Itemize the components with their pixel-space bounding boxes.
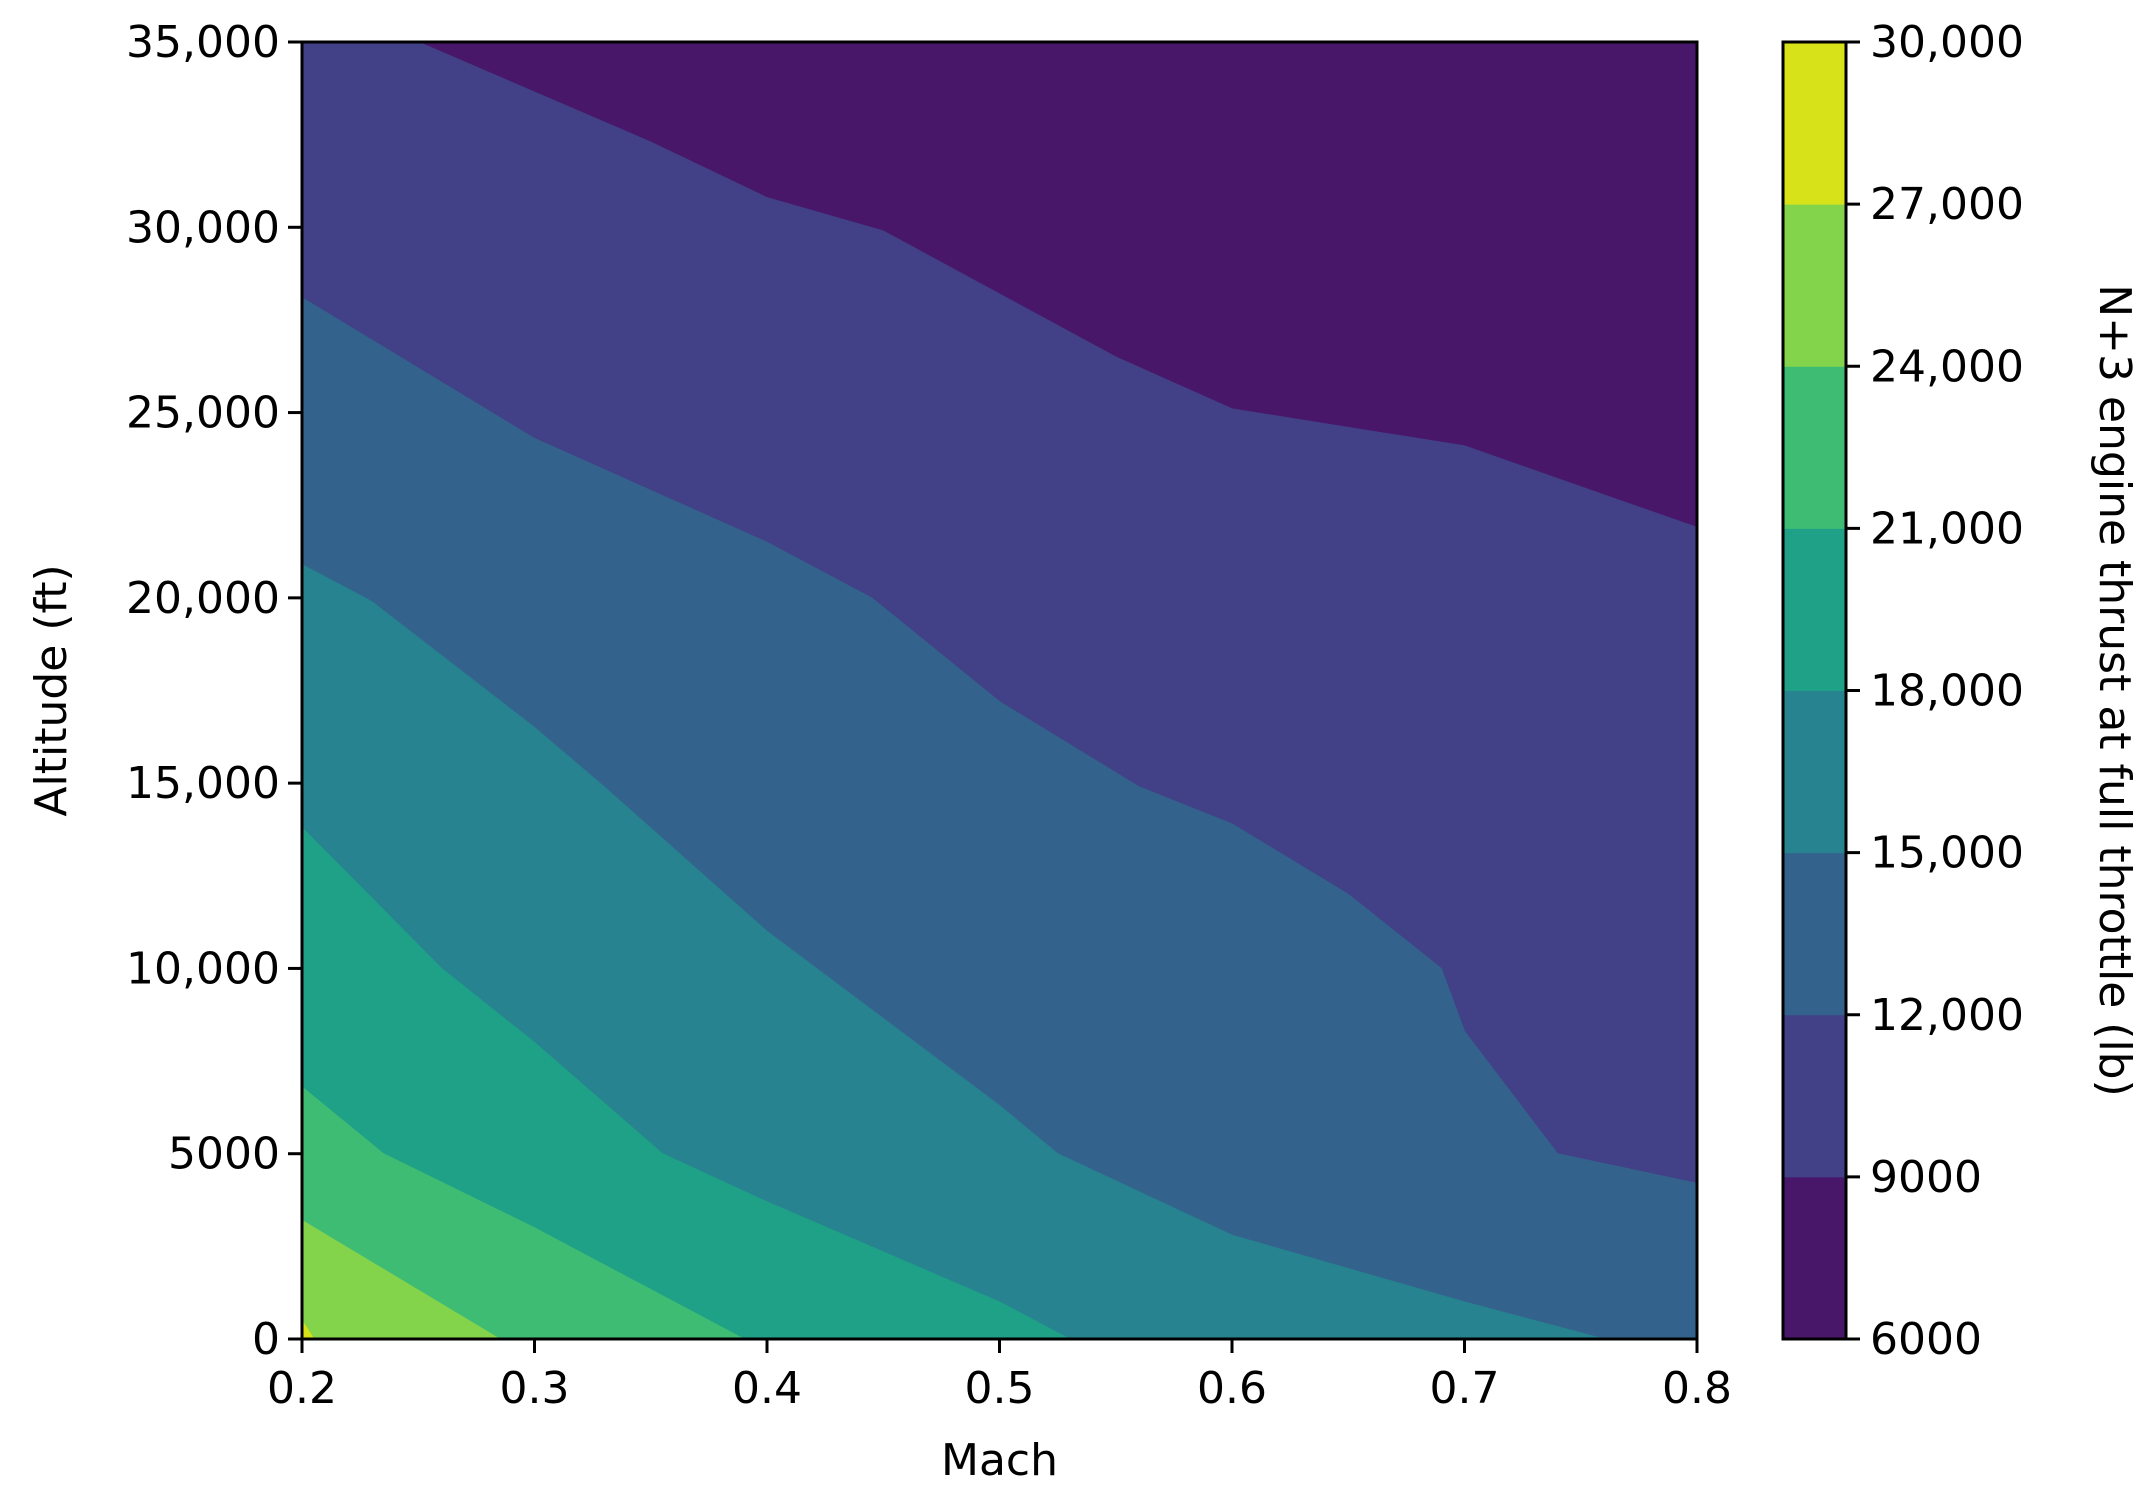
colorbar-segment xyxy=(1783,528,1846,691)
y-axis-label: Altitude (ft) xyxy=(26,564,77,816)
colorbar-segment xyxy=(1783,1176,1846,1340)
colorbar-tick-label: 21,000 xyxy=(1870,503,2024,554)
colorbar-tick-label: 15,000 xyxy=(1870,828,2024,879)
colorbar-segment xyxy=(1783,690,1846,854)
y-tick-label: 5000 xyxy=(168,1129,280,1180)
colorbar-tick-label: 24,000 xyxy=(1870,341,2024,392)
colorbar-tick-label: 9000 xyxy=(1870,1152,1982,1203)
contour-bands xyxy=(302,42,1697,1339)
x-tick-label: 0.4 xyxy=(732,1363,802,1414)
colorbar-segment xyxy=(1783,42,1846,205)
colorbar-segment xyxy=(1783,366,1846,529)
x-axis: 0.2 0.3 0.4 0.5 0.6 0.7 0.8 xyxy=(267,1339,1732,1414)
y-tick-label: 20,000 xyxy=(126,573,280,624)
contour-band xyxy=(302,1219,501,1339)
x-tick-label: 0.2 xyxy=(267,1363,337,1414)
y-tick-label: 10,000 xyxy=(126,943,280,994)
colorbar-tick-label: 27,000 xyxy=(1870,179,2024,230)
colorbar-label: N+3 engine thrust at full throttle (lb) xyxy=(2089,284,2140,1097)
y-tick-label: 25,000 xyxy=(126,388,280,439)
y-tick-label: 30,000 xyxy=(126,202,280,253)
colorbar-segment xyxy=(1783,1014,1846,1178)
y-tick-label: 0 xyxy=(252,1314,280,1365)
colorbar-tick-label: 18,000 xyxy=(1870,666,2024,717)
colorbar-segment xyxy=(1783,852,1846,1016)
x-tick-label: 0.6 xyxy=(1197,1363,1267,1414)
y-tick-label: 15,000 xyxy=(126,758,280,809)
colorbar-tick-label: 12,000 xyxy=(1870,990,2024,1041)
colorbar-tick-label: 30,000 xyxy=(1870,17,2024,68)
contour-band xyxy=(302,1086,744,1339)
colorbar xyxy=(1783,42,1846,1340)
colorbar-ticks: 6000 9000 12,000 15,000 18,000 21,000 24,000 27… xyxy=(1846,17,2024,1365)
y-tick-label: 35,000 xyxy=(126,17,280,68)
x-tick-label: 0.5 xyxy=(965,1363,1035,1414)
colorbar-segment xyxy=(1783,204,1846,367)
x-axis-label: Mach xyxy=(941,1435,1058,1486)
colorbar-tick-label: 6000 xyxy=(1870,1314,1982,1365)
x-tick-label: 0.3 xyxy=(500,1363,570,1414)
x-tick-label: 0.7 xyxy=(1430,1363,1500,1414)
contour-band xyxy=(302,1319,315,1339)
x-tick-label: 0.8 xyxy=(1662,1363,1732,1414)
y-axis: 0 5000 10,000 15,000 20,000 25,000 30,000 35,00… xyxy=(126,17,302,1365)
